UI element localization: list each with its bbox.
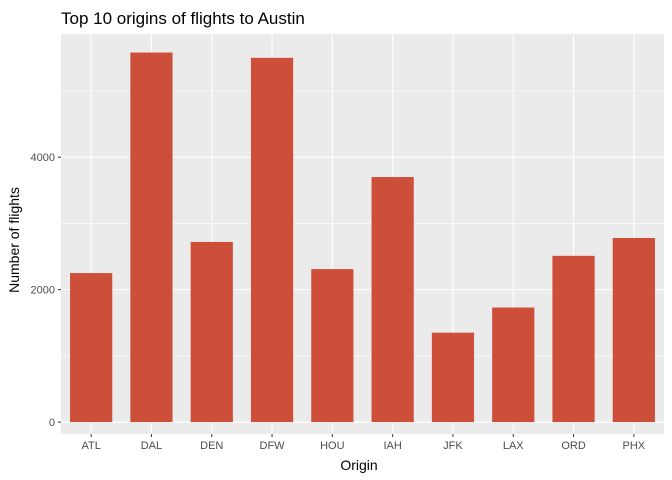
bar-den xyxy=(190,241,233,423)
x-axis: ATL DAL DEN DFW HOU IAH JFK LAX ORD PHX xyxy=(81,434,646,452)
bar-lax xyxy=(492,307,535,423)
x-tick-label: DEN xyxy=(200,440,223,452)
chart-title: Top 10 origins of flights to Austin xyxy=(61,9,305,28)
x-tick-label: DFW xyxy=(260,440,286,452)
x-tick-label: PHX xyxy=(623,440,646,452)
x-tick-label: IAH xyxy=(383,440,401,452)
bar-dal xyxy=(130,52,173,423)
x-tick-label: ATL xyxy=(81,440,100,452)
bar-phx xyxy=(612,237,655,423)
bar-atl xyxy=(70,273,113,423)
bar-hou xyxy=(311,269,354,423)
x-tick-label: DAL xyxy=(141,440,162,452)
bars xyxy=(70,52,655,423)
bar-jfk xyxy=(431,332,475,423)
bar-ord xyxy=(552,255,595,423)
y-tick-label: 2000 xyxy=(31,285,55,297)
x-tick-label: LAX xyxy=(503,440,524,452)
y-axis-title: Number of flights xyxy=(6,187,22,293)
bar-iah xyxy=(371,177,414,423)
y-tick-label: 0 xyxy=(49,417,55,429)
bar-dfw xyxy=(250,57,294,423)
x-axis-title: Origin xyxy=(340,457,377,473)
y-tick-label: 4000 xyxy=(31,152,55,164)
y-axis: 0 2000 4000 xyxy=(31,152,61,429)
x-tick-label: ORD xyxy=(561,440,586,452)
x-tick-label: JFK xyxy=(443,440,463,452)
x-tick-label: HOU xyxy=(320,440,345,452)
